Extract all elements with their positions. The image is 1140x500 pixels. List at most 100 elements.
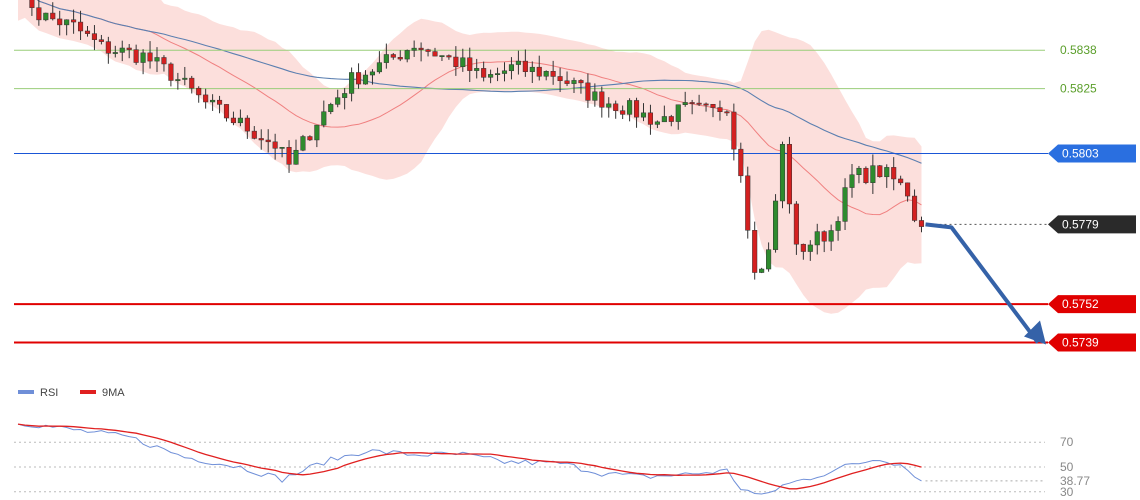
candlestick xyxy=(912,189,918,223)
candle-body xyxy=(140,52,146,63)
rsi-gridlines: 70 50 30 xyxy=(14,435,1074,499)
candlestick xyxy=(390,53,396,60)
candlestick xyxy=(29,0,35,16)
candlestick xyxy=(91,25,98,51)
candlestick xyxy=(786,136,793,214)
candle-body xyxy=(640,112,647,118)
candle-body xyxy=(349,72,355,94)
candle-body xyxy=(279,147,285,149)
candle-body xyxy=(175,79,181,81)
candlestick xyxy=(529,61,535,84)
candle-body xyxy=(84,30,91,34)
candlestick xyxy=(300,134,306,152)
candlestick xyxy=(189,75,195,94)
price-tag-label: 0.5739 xyxy=(1062,336,1099,350)
candlestick xyxy=(244,115,250,139)
candle-body xyxy=(627,100,633,115)
candle-body xyxy=(105,41,111,54)
candle-body xyxy=(29,0,35,8)
price-tag-label: 0.5752 xyxy=(1062,297,1099,311)
candlestick xyxy=(515,50,521,75)
candlestick xyxy=(731,103,737,161)
candle-body xyxy=(369,71,375,76)
candlestick xyxy=(411,40,417,57)
candle-body xyxy=(64,19,70,26)
candle-body xyxy=(411,47,417,51)
candle-body xyxy=(557,76,563,82)
candlestick xyxy=(78,10,84,41)
candle-body xyxy=(724,111,730,114)
candle-body xyxy=(196,87,202,96)
candlestick xyxy=(905,182,911,202)
candlestick xyxy=(223,104,230,122)
candlestick xyxy=(36,0,42,26)
pivot-price-tag: 0.5803 xyxy=(1048,144,1136,163)
candlestick xyxy=(536,55,542,81)
candle-body xyxy=(154,57,160,62)
candlestick xyxy=(550,60,556,85)
candlestick xyxy=(474,58,480,79)
candle-body xyxy=(244,117,250,132)
candlestick xyxy=(661,105,667,123)
candle-body xyxy=(675,104,681,122)
candle-body xyxy=(251,130,257,139)
candlestick xyxy=(800,243,806,260)
candlestick xyxy=(779,141,786,209)
candle-body xyxy=(50,12,56,20)
candlestick xyxy=(133,44,139,65)
candle-body xyxy=(404,50,410,60)
candle-body xyxy=(759,268,765,273)
candlestick xyxy=(425,48,431,57)
candle-body xyxy=(738,148,744,177)
candlestick xyxy=(571,77,577,94)
candlestick xyxy=(856,165,862,184)
candle-body xyxy=(821,231,827,242)
candle-body xyxy=(307,136,313,141)
rsi-tick-label: 70 xyxy=(1060,435,1074,449)
candlestick xyxy=(161,55,167,72)
candle-body xyxy=(884,167,890,178)
candlestick xyxy=(369,69,375,85)
candlesticks xyxy=(29,0,925,280)
candlestick xyxy=(522,49,528,77)
candlestick xyxy=(258,129,264,150)
candlestick xyxy=(592,83,598,107)
candle-body xyxy=(161,57,167,65)
candle-body xyxy=(467,57,473,71)
candle-body xyxy=(78,21,84,32)
candle-body xyxy=(842,187,848,222)
candle-body xyxy=(481,68,487,78)
rsi-legend: RSI 9MA xyxy=(18,387,125,399)
candlestick xyxy=(293,139,299,165)
candlestick xyxy=(140,49,146,75)
candle-body xyxy=(856,167,862,175)
candlestick xyxy=(71,9,77,34)
candle-body xyxy=(786,144,793,205)
candle-body xyxy=(258,138,264,141)
candle-body xyxy=(912,195,918,221)
candlestick xyxy=(640,103,647,122)
candle-body xyxy=(849,174,855,188)
candle-body xyxy=(91,33,98,40)
candlestick xyxy=(272,133,278,160)
candle-body xyxy=(689,102,695,104)
candlestick xyxy=(717,100,723,121)
candlestick xyxy=(439,55,445,61)
candle-body xyxy=(745,175,751,231)
candlestick xyxy=(119,40,125,62)
candlestick xyxy=(891,157,897,191)
candlestick xyxy=(620,105,626,120)
candlestick xyxy=(467,47,473,82)
candle-body xyxy=(682,102,688,105)
candle-body xyxy=(515,60,521,65)
candlestick xyxy=(446,54,452,60)
candle-body xyxy=(293,149,299,165)
candle-body xyxy=(342,93,348,98)
candle-body xyxy=(905,182,911,197)
current-price-tag: 0.5779 xyxy=(1048,215,1136,234)
candle-body xyxy=(696,102,702,105)
candle-body xyxy=(321,111,327,126)
candlestick xyxy=(752,221,758,280)
candlestick xyxy=(453,46,459,76)
candle-body xyxy=(168,63,174,81)
